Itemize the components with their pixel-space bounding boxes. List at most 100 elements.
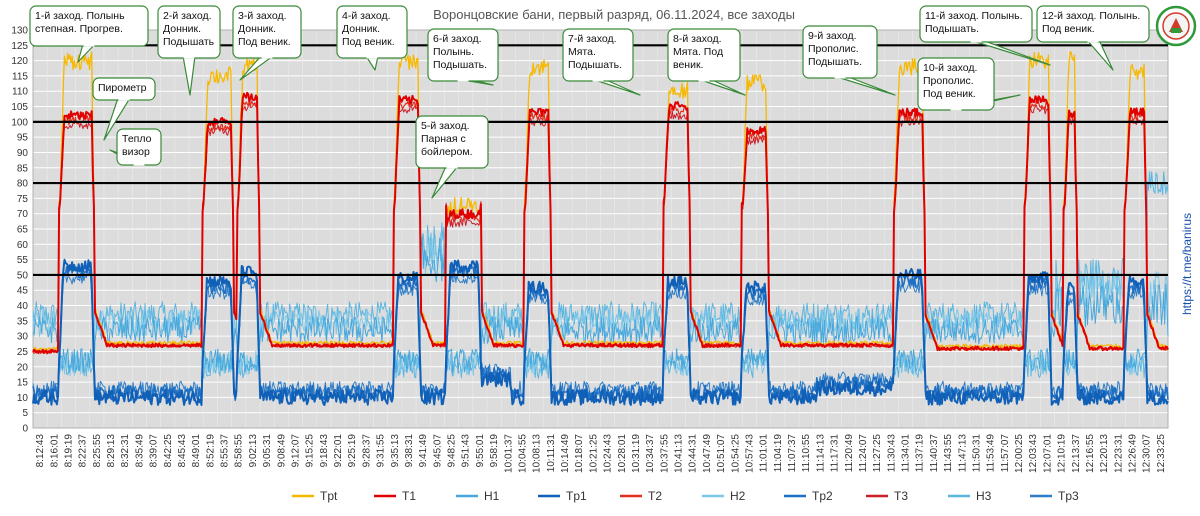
y-tick-label: 110 [12,87,28,98]
x-tick-label: 11:27:25 [872,434,883,473]
annotation-callout: 9-й заход.Прополис.Подышать. [802,25,896,96]
x-tick-label: 9:22:01 [333,434,344,468]
y-tick-label: 5 [22,408,28,419]
callout-join [83,43,95,47]
annotation-callout: 12-й заход. Полынь.Под веник. [1036,5,1150,71]
legend-item-t1: T1 [374,489,416,503]
legend-label: H1 [484,489,500,503]
annotation-text: Пирометр [98,82,147,94]
x-tick-label: 11:14:13 [815,434,826,473]
x-tick-label: 8:58:55 [234,434,245,468]
legend-label: Tp2 [812,489,833,503]
y-tick-label: 25 [17,347,29,358]
annotation-text: веник. [673,59,703,71]
legend-item-tp3: Tp3 [1030,489,1079,503]
legend-label: Tp1 [566,489,587,503]
callout-join [1087,39,1099,43]
annotation-callout: 7-й заход.Мята.Подышать. [562,28,641,96]
y-tick-label: 65 [17,225,29,236]
x-tick-label: 8:42:25 [163,434,174,468]
annotation-text: Под веник. [342,36,395,48]
x-tick-label: 12:20:13 [1099,434,1110,473]
x-tick-label: 10:41:13 [674,434,685,473]
annotation-text: бойлером. [421,146,473,158]
annotation-callout: Пирометр [92,77,156,141]
annotation-text: Под веник. [238,36,291,48]
telegram-link[interactable]: https://t.me/banirus [1180,213,1194,315]
x-tick-label: 9:15:25 [305,434,316,468]
x-tick-label: 11:40:37 [929,434,940,473]
x-tick-label: 12:16:55 [1085,434,1096,473]
legend-label: Tp3 [1058,489,1079,503]
annotation-text: Парная с [421,133,466,145]
annotation-callout: 4-й заход.Донник.Под веник. [336,5,408,71]
y-tick-label: 30 [17,332,29,343]
x-tick-label: 9:45:07 [432,434,443,468]
x-tick-label: 8:32:31 [120,434,131,468]
legend-label: T1 [402,489,416,503]
callout-join [457,78,469,82]
x-tick-label: 8:29:13 [106,434,117,468]
y-tick-label: 90 [17,148,29,159]
x-tick-label: 8:39:07 [149,434,160,468]
x-tick-label: 11:50:31 [971,434,982,473]
x-tick-label: 12:26:49 [1128,434,1139,473]
y-tick-label: 55 [17,255,29,266]
callout-join [970,39,982,43]
x-tick-label: 9:35:13 [390,434,401,468]
x-tick-label: 8:35:49 [134,434,145,468]
series-line-h1 [32,236,1169,374]
annotation-text: Донник. [163,23,201,35]
x-tick-label: 10:11:31 [546,434,557,473]
legend-item-t2: T2 [620,489,662,503]
legend-item-h3: H3 [948,489,992,503]
x-tick-label: 11:20:49 [844,434,855,473]
annotation-text: 12-й заход. Полынь. [1042,10,1140,22]
series-line-tp1 [32,258,1169,406]
y-tick-label: 125 [11,41,28,52]
x-tick-label: 10:34:37 [645,434,656,473]
y-tick-label: 10 [17,393,29,404]
x-tick-label: 8:49:01 [191,434,202,468]
annotation-text: Подышать [163,36,215,48]
annotation-text: 10-й заход. [923,62,977,74]
x-tick-label: 10:28:01 [617,434,628,473]
callout-join [261,55,273,59]
y-tick-label: 15 [17,378,29,389]
y-tick-label: 50 [17,270,29,281]
legend-label: Tpt [320,489,338,503]
annotation-text: Полынь. [433,46,474,58]
x-tick-label: 9:38:31 [404,434,415,468]
x-tick-label: 12:13:37 [1071,434,1082,473]
x-tick-label: 9:48:25 [447,434,458,468]
x-tick-label: 10:37:55 [659,434,670,473]
annotation-text: 11-й заход. Полынь. [925,10,1023,22]
x-tick-label: 10:21:25 [588,434,599,473]
x-tick-label: 8:12:43 [35,434,46,468]
x-tick-label: 12:30:07 [1142,434,1153,473]
callout-join [133,162,145,166]
y-tick-label: 75 [17,194,29,205]
x-tick-label: 10:18:07 [574,434,585,473]
x-tick-label: 10:44:31 [688,434,699,473]
x-tick-label: 10:57:43 [744,434,755,473]
y-tick-label: 35 [17,316,29,327]
callout-join [592,78,604,82]
x-tick-label: 11:07:37 [787,434,798,473]
x-tick-label: 9:55:01 [475,434,486,468]
x-tick-label: 10:51:07 [716,434,727,473]
x-tick-label: 11:47:13 [957,434,968,473]
annotation-text: Подышать. [925,23,979,35]
x-tick-label: 10:01:37 [503,434,514,473]
legend-item-h2: H2 [702,489,746,503]
x-tick-label: 12:00:25 [1014,434,1025,473]
x-tick-label: 11:53:49 [986,434,997,473]
y-tick-label: 105 [11,102,28,113]
chart-title: Воронцовские бани, первый разряд, 06.11.… [433,7,795,22]
x-tick-label: 9:02:13 [248,434,259,468]
annotation-text: Прополис. [923,75,974,87]
legend-label: T3 [894,489,908,503]
